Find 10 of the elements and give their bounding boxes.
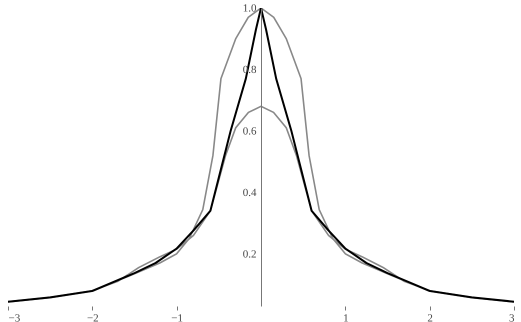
y-tick-label: 1.0 <box>242 2 257 14</box>
y-tick-label: 0.6 <box>242 125 257 138</box>
x-tick-label: 2 <box>427 312 433 322</box>
y-tick-label: 0.4 <box>242 186 257 199</box>
y-tick-label: 0.2 <box>242 248 256 260</box>
x-tick-label: −2 <box>86 312 99 322</box>
x-tick-label: −3 <box>8 312 21 322</box>
x-tick-label: −1 <box>171 312 184 322</box>
x-tick-label: 3 <box>509 312 515 322</box>
x-tick-label: 1 <box>343 312 349 322</box>
